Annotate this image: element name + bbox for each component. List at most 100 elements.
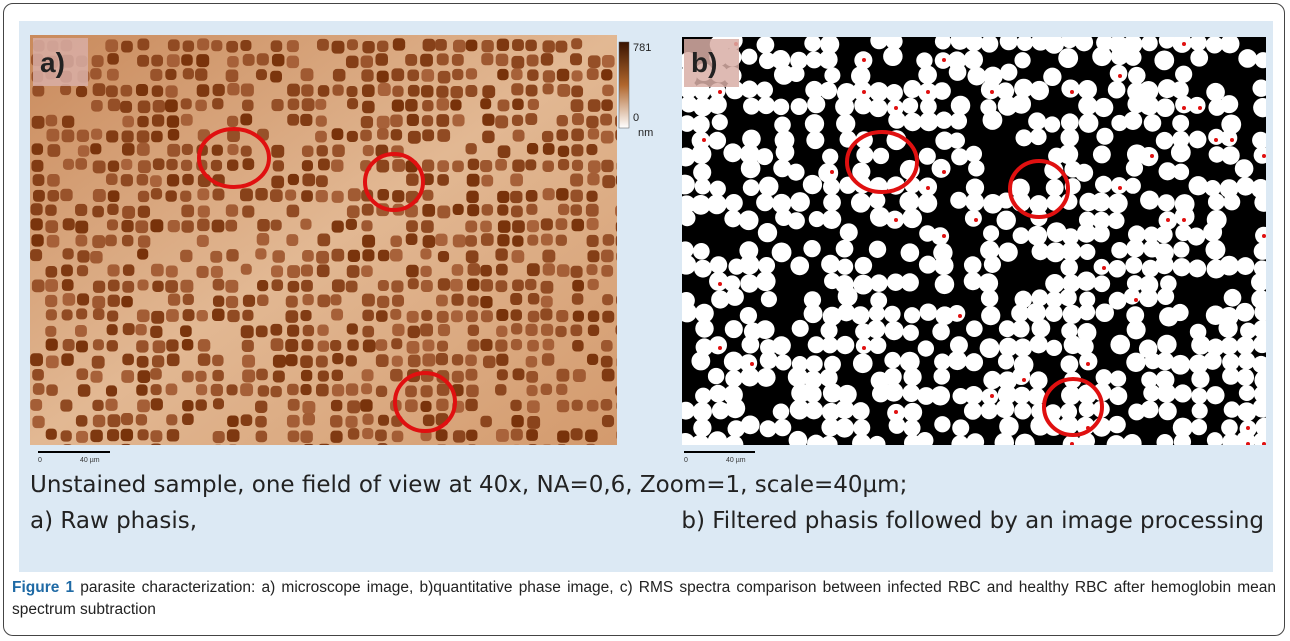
cell	[557, 115, 568, 126]
cell	[347, 323, 358, 334]
cell	[122, 130, 134, 142]
cell	[33, 174, 45, 186]
cell	[1221, 146, 1240, 165]
cell	[511, 323, 522, 334]
cell	[422, 190, 433, 201]
cell	[570, 324, 582, 336]
cell	[949, 133, 965, 149]
cell	[482, 131, 494, 143]
cell	[497, 39, 509, 51]
cell	[241, 414, 253, 426]
cell	[743, 179, 760, 196]
cell	[436, 399, 448, 411]
cell	[361, 383, 372, 394]
cell	[45, 326, 56, 337]
cell	[481, 279, 493, 291]
cell	[1060, 289, 1077, 306]
cell	[121, 174, 133, 186]
cell	[572, 160, 583, 171]
cell	[346, 383, 358, 395]
cell	[541, 281, 554, 294]
cell	[1158, 194, 1175, 211]
cell	[1155, 226, 1172, 243]
cell	[1253, 399, 1272, 418]
cell	[480, 265, 492, 277]
cell	[1252, 356, 1269, 373]
cell	[789, 431, 808, 450]
cell	[303, 444, 315, 456]
cell	[227, 83, 239, 95]
cell	[288, 281, 300, 293]
cell	[150, 368, 162, 380]
cell	[227, 429, 240, 442]
cell	[361, 69, 373, 81]
cell	[965, 210, 982, 227]
cell	[76, 368, 88, 380]
cell	[1206, 386, 1224, 404]
cell	[465, 355, 477, 367]
cell	[437, 98, 449, 110]
cell	[511, 69, 522, 80]
cell	[330, 294, 341, 305]
cell	[572, 280, 584, 292]
cell	[1236, 257, 1254, 275]
cell	[851, 193, 871, 213]
cell	[135, 324, 146, 335]
cell	[285, 354, 297, 366]
cell	[948, 305, 965, 322]
cell	[543, 83, 554, 94]
cell	[332, 191, 344, 203]
cell	[406, 265, 419, 278]
cell	[273, 160, 284, 171]
cell	[1060, 128, 1078, 146]
cell	[1110, 371, 1126, 387]
cell	[675, 175, 695, 195]
cell	[63, 339, 75, 351]
cell	[615, 205, 627, 217]
cell	[61, 353, 73, 365]
cell	[1157, 335, 1176, 354]
cell	[870, 274, 888, 292]
cell	[556, 310, 568, 322]
cell	[1027, 226, 1047, 246]
cell	[1075, 33, 1093, 51]
cell	[1156, 98, 1175, 117]
cell	[167, 144, 180, 157]
cell	[1187, 228, 1205, 246]
cell	[480, 339, 492, 351]
cell	[436, 295, 448, 307]
cell	[150, 443, 162, 455]
cell	[512, 39, 524, 51]
cell	[46, 115, 58, 127]
cell	[1014, 52, 1030, 68]
cell	[168, 129, 179, 140]
cell	[60, 189, 72, 201]
cell	[1092, 47, 1111, 66]
cell	[421, 310, 432, 321]
cell	[405, 99, 417, 111]
cell	[181, 98, 192, 109]
cell	[708, 132, 726, 150]
cell	[46, 445, 58, 457]
cell	[302, 160, 313, 171]
cell	[468, 263, 481, 276]
cell	[964, 256, 982, 274]
cell	[151, 188, 162, 199]
cell	[853, 354, 873, 374]
cell	[966, 146, 982, 162]
cell	[990, 90, 994, 94]
cell	[45, 204, 56, 215]
cell	[1063, 305, 1082, 324]
cell	[725, 320, 743, 338]
cell	[257, 53, 269, 65]
cell	[1045, 304, 1063, 322]
cell	[691, 144, 711, 164]
cell	[210, 251, 222, 263]
cell	[121, 159, 132, 170]
cell	[240, 40, 251, 51]
cell	[1251, 273, 1269, 291]
cell	[331, 400, 342, 411]
cell	[1141, 35, 1157, 51]
cell	[226, 249, 238, 261]
cell	[557, 430, 569, 442]
